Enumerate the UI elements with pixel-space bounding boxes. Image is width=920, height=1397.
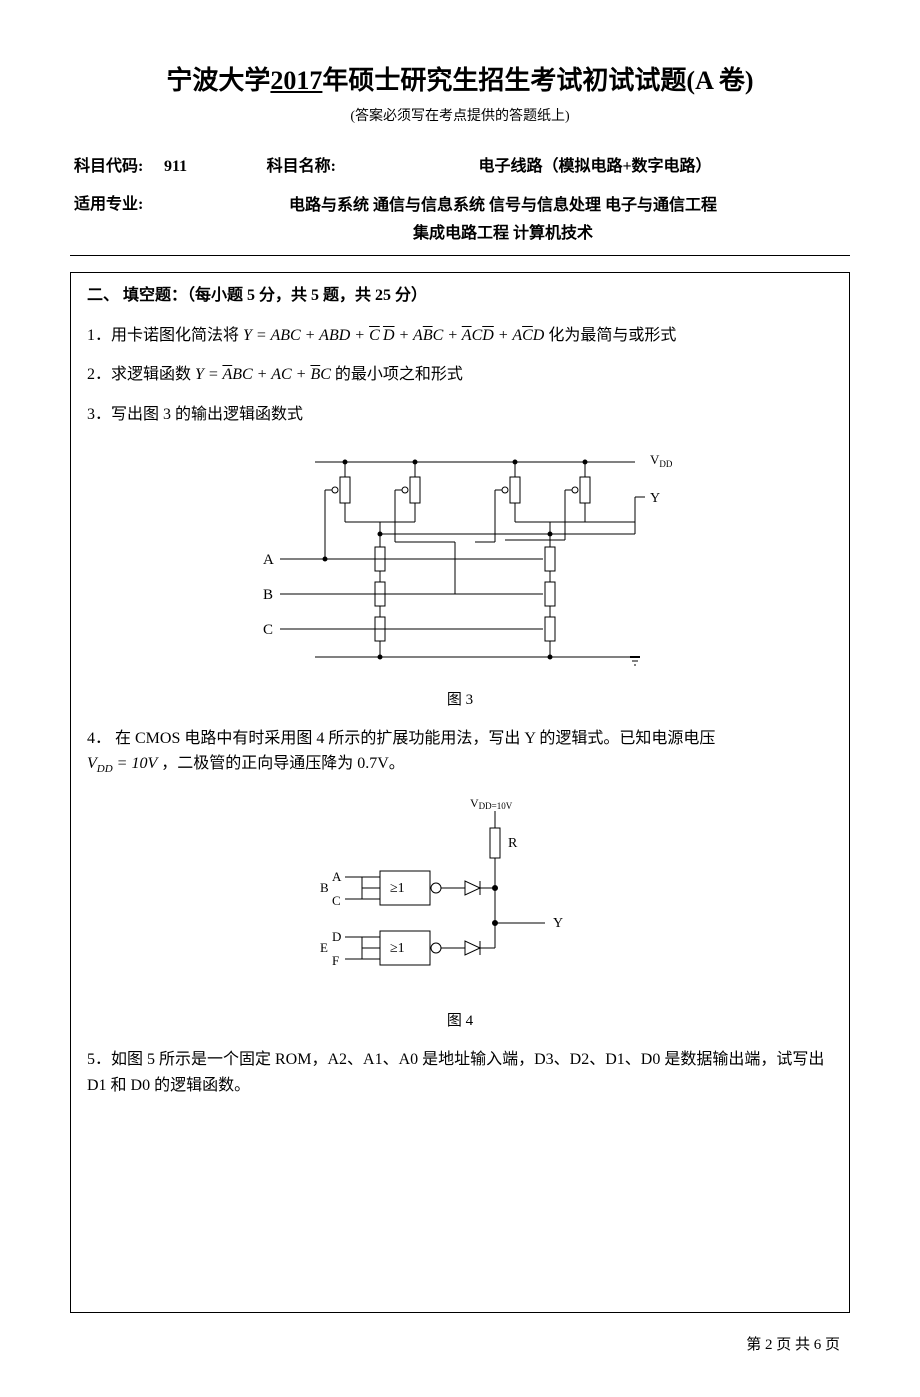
figure-4: VDD=10V R Y xyxy=(87,793,833,1001)
q2-suffix: 的最小项之和形式 xyxy=(335,366,463,383)
fig4-c-label: C xyxy=(332,893,341,908)
circuit-diagram-4: VDD=10V R Y xyxy=(310,793,610,993)
university-name: 宁波大学 xyxy=(166,66,270,95)
fig4-vdd-label: VDD=10V xyxy=(470,796,513,811)
content-box: 二、 填空题：（每小题 5 分，共 5 题，共 25 分） 1．用卡诺图化简法将… xyxy=(70,272,850,1313)
section-title: 二、 填空题：（每小题 5 分，共 5 题，共 25 分） xyxy=(87,283,833,309)
fig4-e-label: E xyxy=(320,940,328,955)
q4-text: 4． 在 CMOS 电路中有时采用图 4 所示的扩展功能用法，写出 Y 的逻辑式… xyxy=(87,730,715,747)
question-5: 5．如图 5 所示是一个固定 ROM，A2、A1、A0 是地址输入端，D3、D2… xyxy=(87,1047,833,1098)
q4-tail: ，二极管的正向导通压降为 0.7V。 xyxy=(161,755,405,772)
fig3-b-label: B xyxy=(263,587,273,603)
fig4-y-label: Y xyxy=(553,916,563,931)
info-table: 科目代码: 911 科目名称: 电子线路（模拟电路+数字电路） 适用专业: 电路… xyxy=(70,148,850,256)
q1-suffix: 化为最简与或形式 xyxy=(548,327,676,344)
majors-line1: 电路与系统 通信与信息系统 信号与信息处理 电子与通信工程 xyxy=(289,197,717,214)
subject-name: 电子线路（模拟电路+数字电路） xyxy=(340,148,850,186)
subject-name-label: 科目名称: xyxy=(240,148,340,186)
fig4-d-label: D xyxy=(332,929,341,944)
majors-list: 电路与系统 通信与信息系统 信号与信息处理 电子与通信工程 集成电路工程 计算机… xyxy=(160,186,850,256)
fig3-vdd-label: VDD xyxy=(650,452,673,469)
page-footer: 第 2 页 共 6 页 xyxy=(70,1333,850,1357)
q2-prefix: 2．求逻辑函数 xyxy=(87,366,191,383)
subject-code-label: 科目代码: xyxy=(70,148,160,186)
fig4-f-label: F xyxy=(332,953,339,968)
fig4-b-label: B xyxy=(320,880,329,895)
question-3-text: 3．写出图 3 的输出逻辑函数式 xyxy=(87,402,833,428)
page-title: 宁波大学2017年硕士研究生招生考试初试试题(A 卷) xyxy=(70,60,850,102)
q1-expr: Y = ABC + ABD + C D + ABC + ACD + ACD xyxy=(243,327,548,344)
fig3-a-label: A xyxy=(263,552,274,568)
q4-vdd-expr: VDD = 10V xyxy=(87,755,157,772)
circuit-diagram-3: VDD xyxy=(245,442,675,672)
question-4: 4． 在 CMOS 电路中有时采用图 4 所示的扩展功能用法，写出 Y 的逻辑式… xyxy=(87,726,833,779)
subtitle: (答案必须写在考点提供的答题纸上) xyxy=(70,106,850,128)
majors-label: 适用专业: xyxy=(70,186,160,256)
figure-3-caption: 图 3 xyxy=(87,688,833,712)
fig4-r-label: R xyxy=(508,836,518,851)
fig4-ge1-2: ≥1 xyxy=(390,941,405,956)
majors-line2: 集成电路工程 计算机技术 xyxy=(413,225,593,242)
q2-expr: Y = ABC + AC + BC xyxy=(195,366,335,383)
title-suffix: 年硕士研究生招生考试初试试题(A 卷) xyxy=(322,66,753,95)
fig3-c-label: C xyxy=(263,622,273,638)
exam-year: 2017 xyxy=(270,66,322,95)
figure-3: VDD xyxy=(87,442,833,680)
figure-4-caption: 图 4 xyxy=(87,1009,833,1033)
q1-prefix: 1．用卡诺图化简法将 xyxy=(87,327,239,344)
question-1: 1．用卡诺图化简法将 Y = ABC + ABD + C D + ABC + A… xyxy=(87,323,833,349)
subject-code: 911 xyxy=(160,148,240,186)
question-2: 2．求逻辑函数 Y = ABC + AC + BC 的最小项之和形式 xyxy=(87,362,833,388)
fig4-a-label: A xyxy=(332,869,342,884)
fig4-ge1-1: ≥1 xyxy=(390,881,405,896)
fig3-y-label: Y xyxy=(650,491,660,506)
